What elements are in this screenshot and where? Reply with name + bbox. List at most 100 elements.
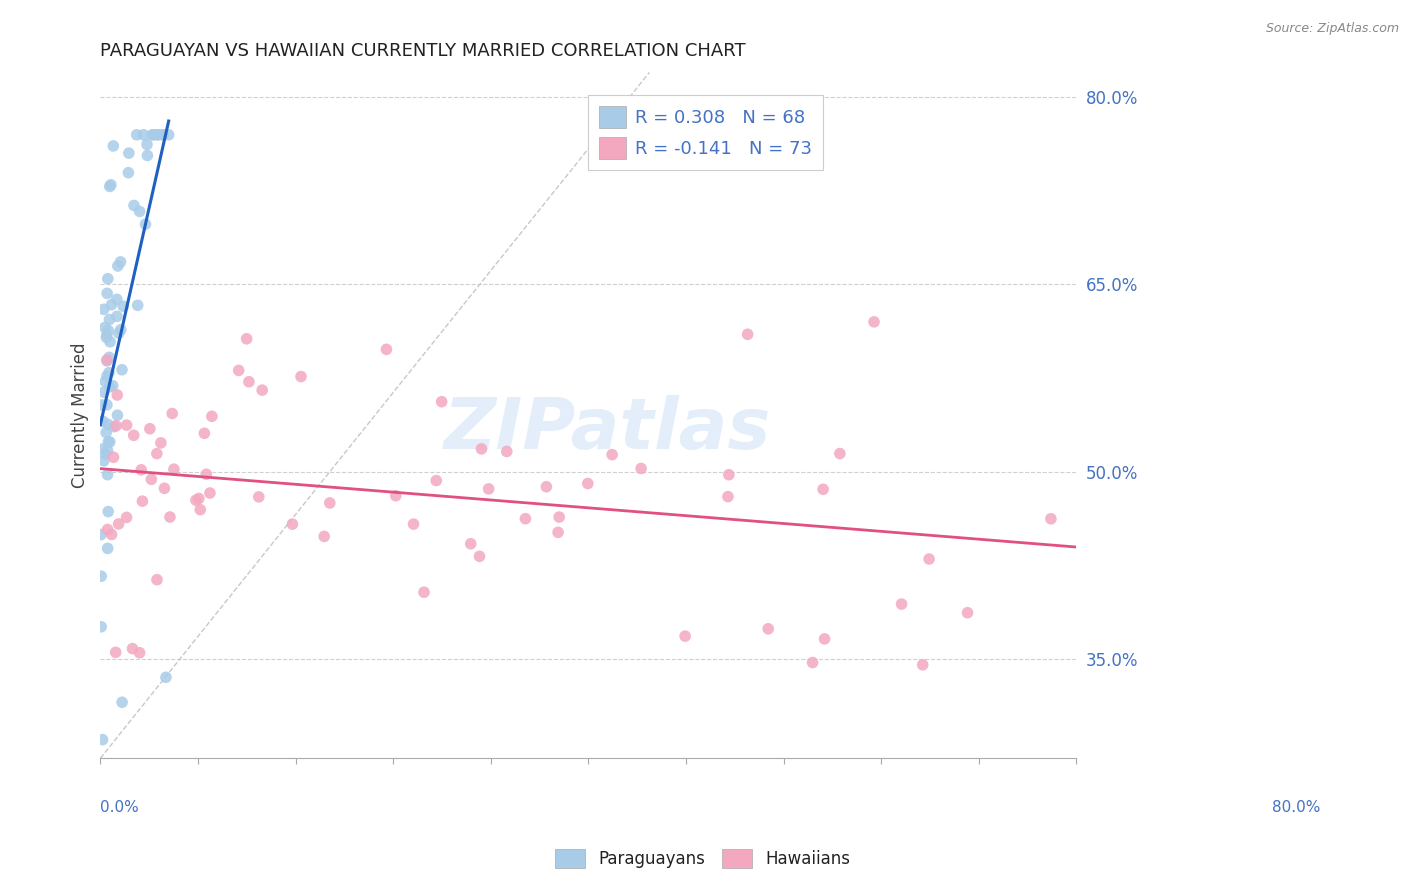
- Point: [188, 502, 211, 516]
- Point: [956, 606, 979, 620]
- Point: [97, 523, 120, 537]
- Point: [630, 461, 652, 475]
- Point: [717, 467, 740, 482]
- Point: [90, 527, 112, 541]
- Point: [478, 482, 501, 496]
- Text: ZIPatlas: ZIPatlas: [444, 394, 772, 464]
- Point: [90, 569, 112, 583]
- Point: [495, 444, 517, 458]
- Point: [146, 128, 169, 142]
- Point: [96, 369, 118, 384]
- Point: [828, 446, 851, 460]
- Point: [96, 352, 118, 367]
- Point: [110, 323, 132, 337]
- Point: [163, 462, 186, 476]
- Point: [737, 327, 759, 342]
- Point: [863, 315, 886, 329]
- Point: [93, 454, 115, 468]
- Legend: R = 0.308   N = 68, R = -0.141   N = 73: R = 0.308 N = 68, R = -0.141 N = 73: [588, 95, 823, 169]
- Point: [375, 343, 398, 357]
- Point: [155, 670, 177, 684]
- Point: [96, 467, 118, 482]
- Point: [281, 517, 304, 532]
- Point: [103, 450, 125, 465]
- Point: [811, 483, 834, 497]
- Point: [134, 217, 156, 231]
- Text: PARAGUAYAN VS HAWAIIAN CURRENTLY MARRIED CORRELATION CHART: PARAGUAYAN VS HAWAIIAN CURRENTLY MARRIED…: [100, 42, 747, 60]
- Point: [247, 490, 270, 504]
- Point: [121, 641, 143, 656]
- Point: [238, 375, 260, 389]
- Point: [425, 474, 447, 488]
- Point: [131, 494, 153, 508]
- Point: [125, 128, 148, 142]
- Point: [152, 128, 174, 142]
- Point: [600, 448, 623, 462]
- Point: [115, 418, 138, 433]
- Point: [98, 312, 121, 326]
- Point: [152, 128, 174, 142]
- Point: [97, 541, 120, 556]
- Point: [105, 293, 128, 307]
- Point: [96, 425, 118, 440]
- Point: [94, 320, 117, 334]
- Point: [96, 330, 118, 344]
- Point: [430, 394, 453, 409]
- Point: [98, 380, 121, 394]
- Point: [96, 327, 118, 342]
- Point: [468, 549, 491, 564]
- Point: [136, 137, 159, 152]
- Point: [157, 128, 180, 142]
- Point: [515, 512, 537, 526]
- Point: [110, 255, 132, 269]
- Point: [90, 620, 112, 634]
- Point: [100, 298, 122, 312]
- Point: [201, 409, 224, 424]
- Point: [117, 166, 139, 180]
- Point: [576, 476, 599, 491]
- Point: [93, 385, 115, 400]
- Point: [139, 422, 162, 436]
- Point: [890, 597, 912, 611]
- Point: [402, 517, 425, 532]
- Point: [112, 299, 135, 313]
- Point: [91, 732, 114, 747]
- Point: [673, 629, 696, 643]
- Point: [128, 204, 150, 219]
- Point: [98, 334, 121, 349]
- Point: [1039, 512, 1062, 526]
- Point: [105, 418, 128, 433]
- Point: [136, 148, 159, 162]
- Point: [94, 375, 117, 389]
- Point: [146, 447, 169, 461]
- Point: [717, 490, 740, 504]
- Point: [918, 552, 941, 566]
- Point: [756, 622, 779, 636]
- Point: [193, 426, 215, 441]
- Point: [115, 510, 138, 524]
- Point: [122, 428, 145, 442]
- Point: [96, 398, 118, 412]
- Point: [160, 407, 183, 421]
- Point: [290, 369, 312, 384]
- Point: [148, 128, 170, 142]
- Point: [413, 585, 436, 599]
- Text: 0.0%: 0.0%: [100, 799, 139, 814]
- Text: Source: ZipAtlas.com: Source: ZipAtlas.com: [1265, 22, 1399, 36]
- Point: [103, 139, 125, 153]
- Point: [96, 354, 118, 368]
- Legend: Paraguayans, Hawaiians: Paraguayans, Hawaiians: [548, 842, 858, 875]
- Point: [118, 146, 141, 161]
- Point: [195, 467, 218, 482]
- Point: [187, 491, 209, 506]
- Point: [91, 414, 114, 428]
- Point: [107, 259, 129, 273]
- Point: [97, 271, 120, 285]
- Point: [548, 510, 571, 524]
- Point: [228, 363, 250, 377]
- Y-axis label: Currently Married: Currently Married: [72, 343, 89, 488]
- Text: 80.0%: 80.0%: [1272, 799, 1320, 814]
- Point: [111, 363, 134, 377]
- Point: [93, 302, 115, 317]
- Point: [101, 378, 124, 392]
